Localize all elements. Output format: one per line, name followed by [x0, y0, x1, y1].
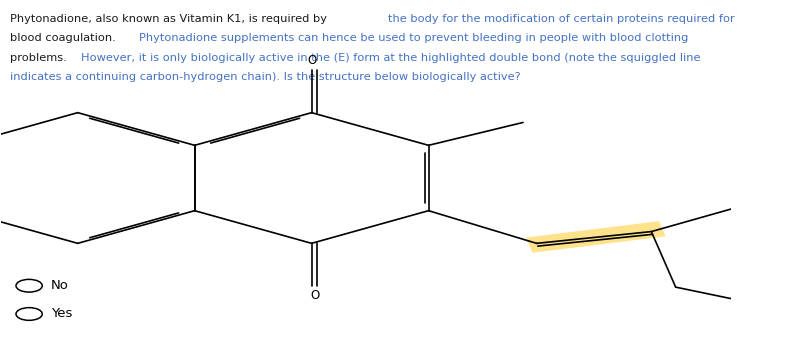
- Text: Phytonadione, also known as Vitamin K1, is required by: Phytonadione, also known as Vitamin K1, …: [10, 14, 330, 24]
- Text: blood coagulation.: blood coagulation.: [10, 33, 119, 43]
- Polygon shape: [526, 221, 666, 253]
- Text: However, it is only biologically active in the (E) form at the highlighted doubl: However, it is only biologically active …: [82, 53, 701, 63]
- Text: O: O: [310, 289, 320, 302]
- Text: O: O: [307, 54, 316, 67]
- Text: indicates a continuing carbon-hydrogen chain). Is the structure below biological: indicates a continuing carbon-hydrogen c…: [10, 72, 521, 82]
- Text: the body for the modification of certain proteins required for: the body for the modification of certain…: [388, 14, 734, 24]
- Text: Phytonadione supplements can hence be used to prevent bleeding in people with bl: Phytonadione supplements can hence be us…: [139, 33, 688, 43]
- Text: problems.: problems.: [10, 53, 70, 63]
- Text: Yes: Yes: [51, 308, 72, 320]
- Text: No: No: [51, 279, 69, 292]
